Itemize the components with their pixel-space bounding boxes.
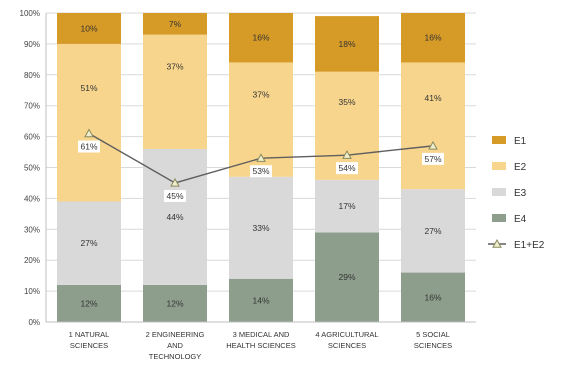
- y-tick-label: 100%: [20, 9, 40, 18]
- bar-segment-e1: [57, 13, 121, 44]
- data-label-e4: 29%: [338, 272, 355, 282]
- x-tick-label: 5 SOCIAL: [416, 330, 450, 339]
- bar-segment-e4: [143, 284, 207, 322]
- bar-segment-e3: [143, 148, 207, 285]
- bar-segment-e3: [229, 176, 293, 279]
- legend-label: E2: [514, 162, 527, 173]
- data-label-e4: 12%: [80, 298, 97, 308]
- bar-segment-e1: [143, 13, 207, 35]
- line-marker: [342, 150, 352, 159]
- legend-marker: [492, 238, 502, 248]
- line-data-label: 57%: [424, 154, 441, 164]
- x-tick-label: HEALTH SCIENCES: [226, 341, 295, 350]
- bar-segment-e4: [229, 278, 293, 322]
- legend: E1 E2 E3 E4 E1+E2: [488, 136, 545, 251]
- data-label-e3: 27%: [424, 226, 441, 236]
- bar-segment-e1: [229, 13, 293, 63]
- data-label-e3: 27%: [80, 238, 97, 248]
- x-tick-label: 4 AGRICULTURAL: [315, 330, 378, 339]
- bar-segment-e2: [143, 34, 207, 149]
- data-label-e3: 17%: [338, 201, 355, 211]
- x-tick-label: 2 ENGINEERING: [146, 330, 205, 339]
- x-tick-label: SCIENCES: [414, 341, 452, 350]
- data-label-e3: 44%: [166, 212, 183, 222]
- line-label-box: [250, 165, 272, 178]
- bar-segment-e1: [401, 13, 465, 63]
- bar-segment-e2: [57, 43, 121, 202]
- bar-layer: [57, 13, 465, 322]
- data-label-e2: 37%: [166, 62, 183, 72]
- line-marker: [84, 128, 94, 138]
- bar-segment-e1: [315, 16, 379, 72]
- bar-segment-e4: [401, 272, 465, 322]
- x-tick-label: TECHNOLOGY: [149, 352, 202, 361]
- y-tick-label: 20%: [24, 256, 40, 265]
- y-tick-label: 60%: [24, 133, 40, 142]
- x-tick-label: SCIENCES: [328, 341, 366, 350]
- line-data-label: 54%: [338, 163, 355, 173]
- data-label-e3: 33%: [252, 223, 269, 233]
- line-label-box: [336, 162, 358, 175]
- axis-layer: 0% 10% 20% 30% 40% 50% 60% 70% 80% 90% 100% 1 NATUR…: [20, 9, 476, 361]
- data-label-e2: 35%: [338, 97, 355, 107]
- y-tick-label: 10%: [24, 287, 40, 296]
- line-data-label: 45%: [166, 191, 183, 201]
- bar-segment-e2: [315, 71, 379, 180]
- data-label-e2: 41%: [424, 93, 441, 103]
- legend-label: E4: [514, 214, 527, 225]
- y-tick-label: 50%: [24, 164, 40, 173]
- line-marker: [170, 177, 180, 187]
- data-label-e1: 18%: [338, 39, 355, 49]
- line-marker: [428, 140, 438, 150]
- line-marker: [256, 153, 266, 162]
- label-layer: 12% 27% 51% 10% 12% 44% 37% 7% 14% 33% 37% 16% 29% 17…: [78, 19, 444, 308]
- y-tick-label: 0%: [28, 318, 40, 327]
- data-label-e1: 10%: [80, 23, 97, 33]
- line-label-box: [164, 189, 186, 202]
- legend-swatch: [492, 136, 506, 144]
- bar-segment-e3: [315, 179, 379, 233]
- data-label-e2: 51%: [80, 83, 97, 93]
- legend-swatch: [492, 188, 506, 196]
- y-tick-label: 90%: [24, 40, 40, 49]
- line-data-label: 53%: [252, 166, 269, 176]
- x-tick-label: 1 NATURAL: [69, 330, 110, 339]
- data-label-e4: 12%: [166, 298, 183, 308]
- legend-label: E1+E2: [514, 240, 545, 251]
- y-tick-label: 70%: [24, 102, 40, 111]
- data-label-e1: 16%: [252, 33, 269, 43]
- x-tick-label: SCIENCES: [70, 341, 108, 350]
- y-tick-label: 30%: [24, 225, 40, 234]
- line-label-box: [78, 140, 100, 153]
- y-tick-label: 80%: [24, 71, 40, 80]
- bar-segment-e2: [401, 62, 465, 190]
- bar-segment-e3: [401, 189, 465, 273]
- x-tick-label: 3 MEDICAL AND: [233, 330, 290, 339]
- data-label-e4: 16%: [424, 292, 441, 302]
- legend-swatch: [492, 162, 506, 170]
- x-tick-label: AND: [167, 341, 183, 350]
- y-tick-label: 40%: [24, 194, 40, 203]
- data-label-e4: 14%: [252, 295, 269, 305]
- line-data-label: 61%: [80, 142, 97, 152]
- data-label-e2: 37%: [252, 89, 269, 99]
- line-label-box: [422, 152, 444, 165]
- legend-label: E3: [514, 188, 527, 199]
- bar-segment-e3: [57, 201, 121, 285]
- bar-segment-e4: [315, 232, 379, 322]
- data-label-e1: 16%: [424, 33, 441, 43]
- legend-label: E1: [514, 136, 527, 147]
- line-layer: [84, 128, 438, 187]
- data-label-e1: 7%: [169, 19, 182, 29]
- legend-swatch: [492, 214, 506, 222]
- bar-segment-e4: [57, 284, 121, 322]
